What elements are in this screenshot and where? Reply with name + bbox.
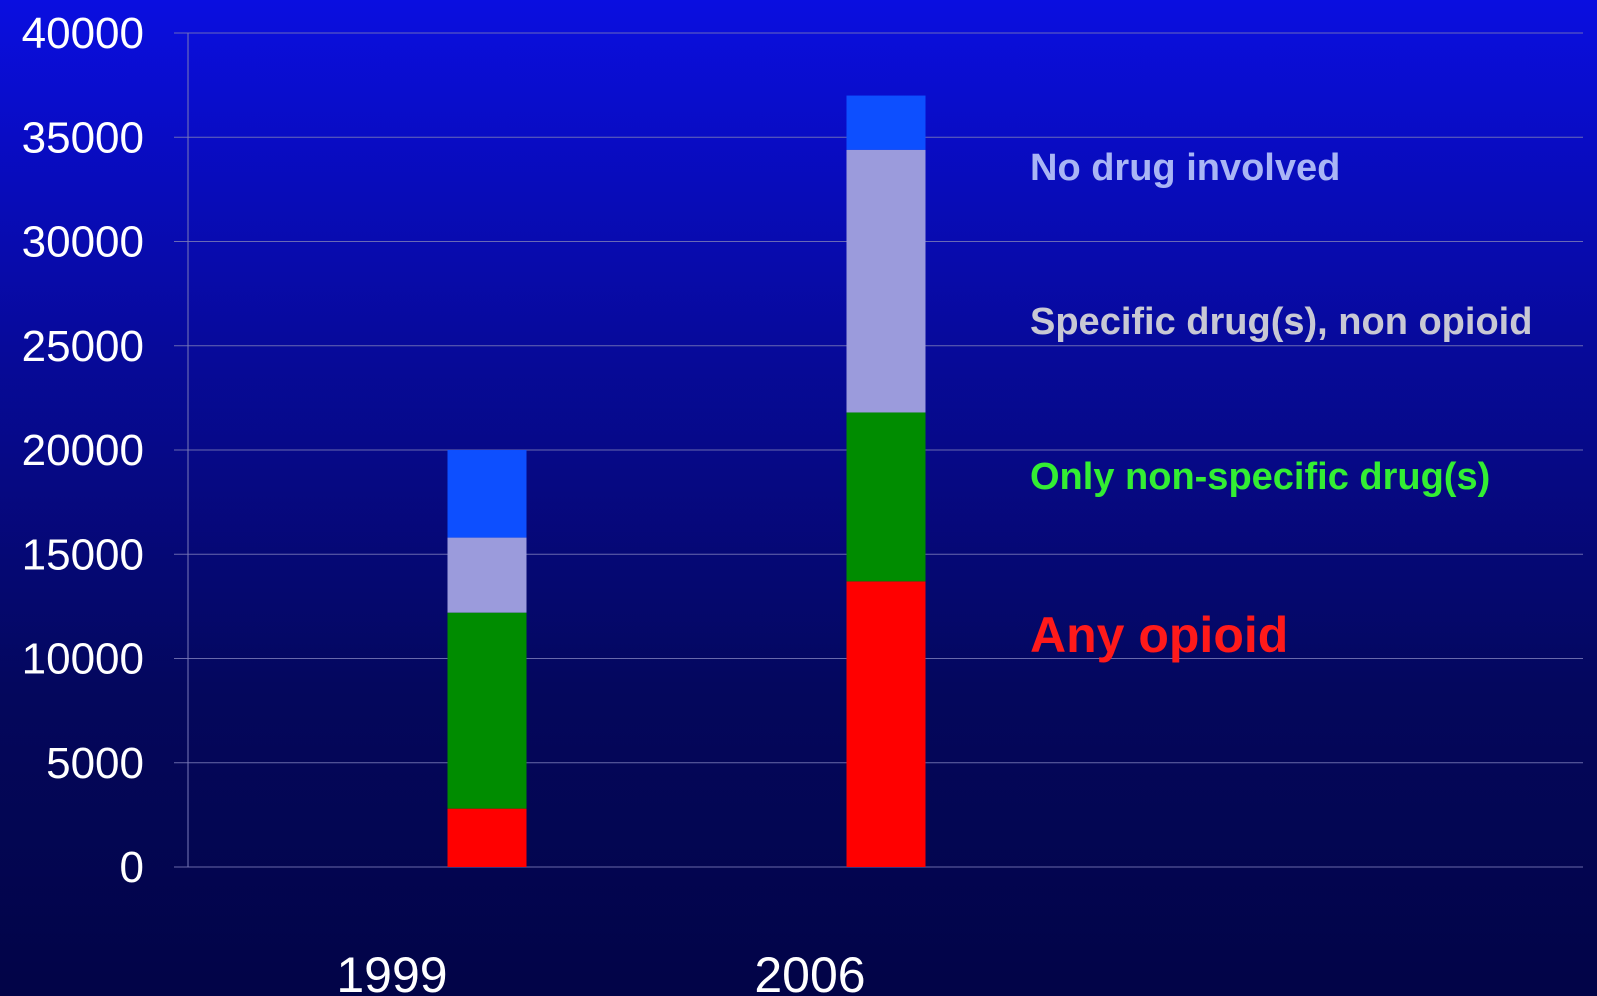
bar-segment xyxy=(846,581,926,867)
legend-entry: Specific drug(s), non opioid xyxy=(1030,301,1532,343)
y-tick-label: 10000 xyxy=(22,635,144,684)
legend-entry: No drug involved xyxy=(1030,147,1340,189)
legend-entry: Any opioid xyxy=(1030,607,1288,663)
x-category-label: 1999 xyxy=(336,947,447,996)
bar-segment xyxy=(447,450,527,538)
bar-segment xyxy=(846,95,926,150)
y-tick-label: 40000 xyxy=(22,9,144,58)
x-axis-category-labels: 1999 2006 xyxy=(336,947,865,996)
y-tick-label: 20000 xyxy=(22,426,144,475)
y-tick-label: 35000 xyxy=(22,113,144,162)
x-category-label: 2006 xyxy=(754,947,865,996)
y-tick-label: 30000 xyxy=(22,218,144,267)
bar-segment xyxy=(846,412,926,582)
y-tick-label: 5000 xyxy=(46,739,144,788)
bar-segment xyxy=(447,808,527,867)
y-tick-label: 0 xyxy=(120,843,144,892)
bar-segment xyxy=(846,149,926,413)
y-tick-label: 15000 xyxy=(22,530,144,579)
y-tick-label: 25000 xyxy=(22,322,144,371)
bar-segment xyxy=(447,537,527,613)
legend-entry: Only non-specific drug(s) xyxy=(1030,456,1490,498)
legend: No drug involved Specific drug(s), non op… xyxy=(1030,147,1532,663)
y-axis-tick-labels: 0 5000 10000 15000 20000 25000 30000 35000 40000 xyxy=(22,9,144,892)
bar-segment xyxy=(447,612,527,809)
bars xyxy=(447,95,926,867)
